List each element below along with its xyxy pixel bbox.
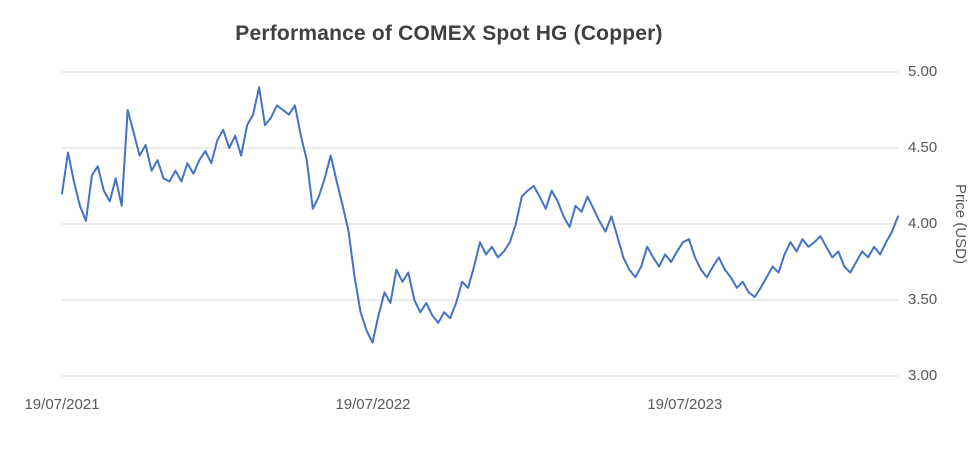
y-axis-title: Price (USD)	[952, 183, 969, 265]
y-tick-label: 5.00	[908, 63, 938, 80]
chart-title: Performance of COMEX Spot HG (Copper)	[235, 22, 663, 45]
x-tick-label: 19/07/2021	[24, 396, 100, 413]
y-tick-label: 4.50	[908, 139, 938, 156]
x-tick-label: 19/07/2023	[647, 396, 723, 413]
y-tick-label: 3.50	[908, 291, 938, 308]
x-tick-label: 19/07/2022	[335, 396, 411, 413]
y-tick-label: 4.00	[908, 215, 938, 232]
price-line-plot	[61, 71, 899, 377]
y-tick-label: 3.00	[908, 367, 938, 384]
